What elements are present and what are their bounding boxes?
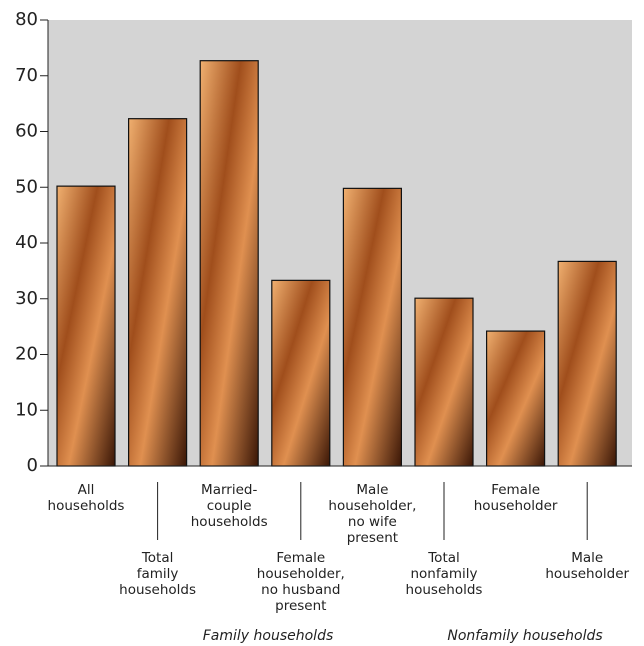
x-tick-label: Male householder, no wife present — [328, 482, 416, 546]
x-tick-label: Total family households — [119, 550, 196, 598]
bar — [414, 297, 474, 467]
group-label: Nonfamily households — [447, 628, 602, 644]
group-label: Family households — [203, 628, 334, 644]
y-tick-label: 30 — [15, 288, 38, 309]
x-tick-label: Total nonfamily households — [406, 550, 483, 598]
bar — [557, 260, 617, 467]
y-tick-label: 60 — [15, 121, 38, 142]
y-tick-label: 80 — [15, 9, 38, 30]
bar — [199, 60, 259, 467]
x-tick-label: Female householder, no husband present — [257, 550, 345, 614]
y-tick-label: 70 — [15, 65, 38, 86]
bar — [56, 185, 116, 467]
x-tick-label: Male householder — [545, 550, 629, 582]
y-tick-label: 10 — [15, 399, 38, 420]
y-tick-label: 0 — [27, 455, 38, 476]
y-tick-label: 40 — [15, 232, 38, 253]
x-tick-label: Married-couple households — [191, 482, 268, 530]
x-tick-label: Female householder — [474, 482, 558, 514]
bar — [128, 118, 188, 467]
y-tick-label: 50 — [15, 176, 38, 197]
y-tick-label: 20 — [15, 344, 38, 365]
bar — [271, 279, 331, 467]
x-tick-label: All households — [48, 482, 125, 514]
bar — [486, 330, 546, 467]
bar — [342, 187, 402, 467]
